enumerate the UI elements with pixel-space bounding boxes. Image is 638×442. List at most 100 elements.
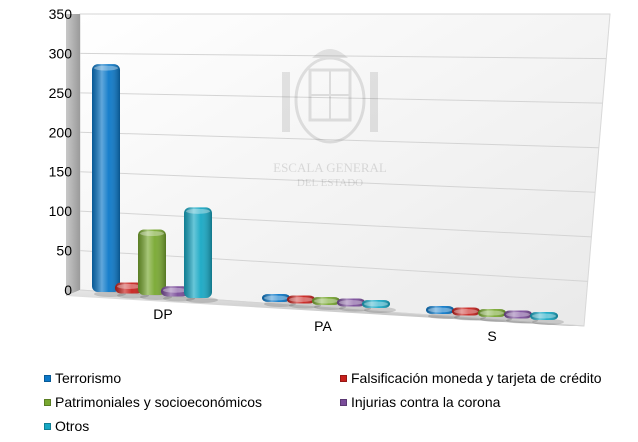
bar-top-highlight [94,65,118,71]
bar-top-highlight [186,208,210,214]
bar-shadow [314,304,346,310]
gridline [79,52,607,60]
bar [115,282,149,299]
gridline [79,92,603,104]
bar-shine [138,229,166,295]
bar [262,294,296,307]
legend-item-otros: Otros [44,418,89,434]
bar [530,312,564,325]
bar-top-highlight [364,301,388,307]
gridline [79,171,596,193]
legend-swatch-falsificacion [340,374,347,382]
bar-top-highlight [339,300,363,305]
legend-item-injurias: Injurias contra la corona [340,394,500,410]
category-label: DP [153,306,172,322]
y-tick-label: 0 [64,282,72,298]
bar-shine [362,300,390,308]
bar-shine [262,294,290,302]
legend-item-patrimoniales: Patrimoniales y socioeconómicos [44,394,262,410]
bar [452,307,486,321]
legend-swatch-injurias [340,398,347,406]
legend-swatch-terrorismo [44,374,51,382]
bar-shadow [480,316,512,322]
category-labels: DP PA S [153,306,496,344]
bar-top-highlight [314,298,338,304]
y-axis-ticks: 0 50 100 150 200 250 300 350 [49,6,73,298]
bar [426,306,460,319]
bar [92,64,126,297]
bar-shine [426,306,454,314]
bar-top-highlight [117,283,141,289]
bar [478,309,512,322]
gridline [79,210,592,238]
bar-shine [287,295,315,304]
legend-row-3: Otros [44,418,634,442]
bar-top-highlight [454,309,478,314]
bar [362,300,396,313]
bar-top-highlight [506,312,530,317]
y-tick-label: 250 [49,85,73,101]
y-tick-label: 150 [49,164,73,180]
legend-label-terrorismo: Terrorismo [55,370,122,386]
bar-top-highlight [163,287,187,293]
legend-item-falsificacion: Falsificación moneda y tarjeta de crédit… [340,370,602,386]
y-tick-label: 100 [49,203,73,219]
bar-shine [337,298,365,307]
side-wall [66,14,80,296]
bar-top-highlight [289,297,313,302]
legend-item-terrorismo: Terrorismo [44,370,121,386]
legend: Terrorismo Falsificación moneda y tarjet… [44,370,634,442]
bar-shadow [532,319,564,325]
gridline [79,289,585,327]
watermark-line1: ESCALA GENERAL [273,160,387,175]
category-label: PA [314,318,332,334]
bar-top-highlight [532,313,556,319]
bar-shine [161,286,189,297]
bar [287,295,321,309]
bar [184,207,218,303]
bar [161,286,195,302]
gridlines [79,13,610,327]
bar-shadow [289,302,321,309]
bar-shadow [339,305,371,312]
category-label: S [487,328,496,344]
bar [504,310,538,324]
bar-shine [115,282,143,294]
seal-watermark: ESCALA GENERAL DEL ESTADO [273,49,387,189]
bar [337,298,371,312]
y-tick-label: 200 [49,124,73,140]
bars [92,64,564,325]
y-tick-label: 350 [49,6,73,22]
watermark-line2: DEL ESTADO [297,177,363,189]
legend-swatch-otros [44,422,51,430]
bar-shadow [506,317,538,324]
bar-top-highlight [264,295,288,301]
bar-top-highlight [480,310,504,316]
y-tick-label: 300 [49,45,73,61]
bar-shadow [364,307,396,313]
legend-label-patrimoniales: Patrimoniales y socioeconómicos [55,394,262,410]
bar-shine [312,297,340,305]
bar-top-highlight [140,231,164,237]
legend-swatch-patrimoniales [44,398,51,406]
bar-shine [504,310,532,319]
bar-shadow [454,314,486,321]
bar [312,297,346,310]
legend-label-otros: Otros [55,418,90,434]
bar [138,229,172,300]
bar-shadow [264,301,296,307]
bar-shine [478,309,506,317]
bar-shine [530,312,558,320]
legend-label-injurias: Injurias contra la corona [351,394,501,410]
bar-shine [452,307,480,316]
bar-shadow [186,297,218,303]
bar-shadow [428,313,460,319]
gridline [79,131,599,149]
bar-shine [92,64,120,292]
bar-shine [184,207,212,298]
legend-row-1: Terrorismo Falsificación moneda y tarjet… [44,370,634,394]
y-tick-label: 50 [56,243,72,259]
bar-top-highlight [428,307,452,313]
legend-label-falsificacion: Falsificación moneda y tarjeta de crédit… [351,370,602,386]
